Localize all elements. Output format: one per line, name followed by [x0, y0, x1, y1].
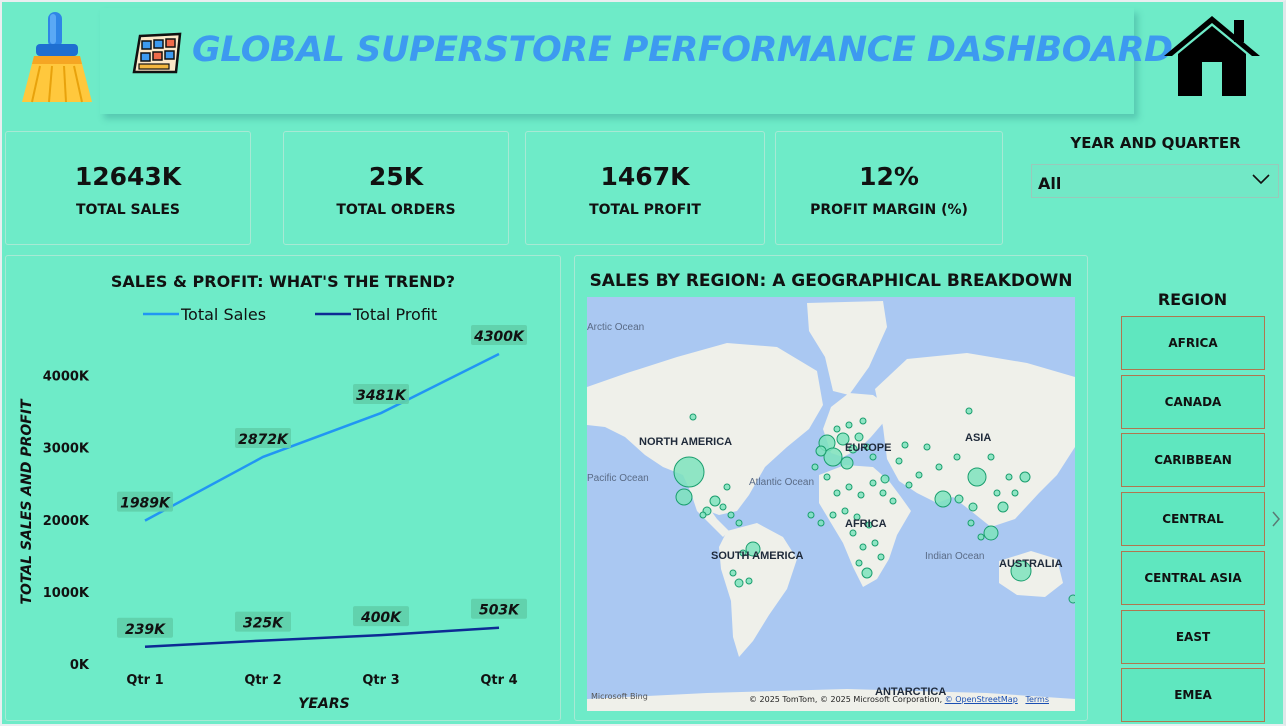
svg-text:SOUTH AMERICA: SOUTH AMERICA: [711, 550, 804, 562]
region-item-caribbean[interactable]: CARIBBEAN: [1121, 433, 1265, 487]
kpi-label: TOTAL PROFIT: [589, 202, 701, 218]
kpi-label: PROFIT MARGIN (%): [810, 202, 968, 218]
trend-line-chart: Total Sales Total Profit 0K 1000K 2000K 3000K…: [19, 305, 527, 712]
data-label: 503K: [479, 603, 520, 619]
osm-link[interactable]: © OpenStreetMap: [944, 695, 1018, 704]
kpi-card-total-sales: 12643K TOTAL SALES: [5, 131, 251, 245]
continent-labels: NORTH AMERICA EUROPE ASIA AFRICA SOUTH A…: [639, 432, 1063, 698]
svg-text:Indian Ocean: Indian Ocean: [925, 551, 985, 562]
region-map-panel: [574, 255, 1088, 721]
kpi-value: 1467K: [600, 162, 690, 191]
data-label: 2872K: [238, 432, 289, 448]
south-america-shape: [719, 523, 797, 657]
attribution-text: © 2025 TomTom, © 2025 Microsoft Corporat…: [748, 695, 943, 704]
map-title: SALES BY REGION: A GEOGRAPHICAL BREAKDOW…: [589, 271, 1073, 291]
x-tick-label: Qtr 4: [480, 673, 517, 688]
terms-link[interactable]: Terms: [1025, 695, 1049, 704]
svg-text:ASIA: ASIA: [965, 432, 991, 444]
world-map: Arctic Ocean Atlantic Ocean Indian Ocean…: [587, 301, 1075, 711]
svg-text:ANTARCTICA: ANTARCTICA: [875, 686, 946, 698]
asia-shape: [875, 353, 1075, 527]
y-tick-label: 1000K: [43, 586, 90, 601]
chevron-right-icon[interactable]: [1270, 508, 1282, 530]
data-label: 4300K: [473, 329, 525, 345]
series-line-total-sales: [144, 352, 500, 522]
antarctica-shape: [587, 689, 1075, 711]
kpi-label: TOTAL SALES: [75, 202, 181, 218]
data-label-bg: [117, 617, 173, 638]
year-quarter-filter-label: YEAR AND QUARTER: [1070, 134, 1241, 152]
data-label-bg: [353, 384, 409, 405]
region-item-canada[interactable]: CANADA: [1121, 375, 1265, 429]
svg-text:Arctic Ocean: Arctic Ocean: [587, 322, 644, 333]
svg-text:EUROPE: EUROPE: [845, 442, 891, 454]
region-item-east[interactable]: EAST: [1121, 610, 1265, 664]
kpi-card-profit-margin: 12% PROFIT MARGIN (%): [775, 131, 1003, 245]
x-tick-label: Qtr 3: [362, 673, 399, 688]
kpi-value: 12%: [859, 162, 919, 191]
home-icon[interactable]: [1160, 12, 1264, 98]
data-label-bg: [117, 491, 173, 512]
region-item-emea[interactable]: EMEA: [1121, 668, 1265, 722]
central-america-shape: [691, 493, 729, 537]
legend-label: Total Profit: [352, 305, 437, 324]
series-line-total-profit: [144, 626, 500, 649]
year-quarter-dropdown[interactable]: All: [1031, 164, 1279, 198]
svg-text:NORTH AMERICA: NORTH AMERICA: [639, 436, 732, 448]
ocean-labels: Arctic Ocean Atlantic Ocean Indian Ocean…: [587, 322, 985, 562]
broom-icon[interactable]: [16, 10, 98, 108]
x-axis-label: YEARS: [298, 696, 349, 712]
kpi-card-total-orders: 25K TOTAL ORDERS: [283, 131, 509, 245]
greenland-shape: [807, 301, 887, 395]
y-tick-label: 2000K: [43, 514, 90, 529]
data-label-bg: [235, 427, 291, 448]
data-label-bg: [471, 325, 527, 345]
north-america-shape: [587, 343, 823, 515]
svg-text:Pacific Ocean: Pacific Ocean: [587, 473, 649, 484]
trend-chart-panel: [5, 255, 561, 721]
map-attribution: © 2025 TomTom, © 2025 Microsoft Corporat…: [749, 695, 1049, 704]
chevron-down-icon: [1252, 174, 1270, 185]
kpi-value: 12643K: [74, 162, 182, 191]
y-tick-label: 3000K: [43, 442, 90, 457]
data-label: 400K: [360, 610, 402, 626]
sales-map[interactable]: Arctic Ocean Atlantic Ocean Indian Ocean…: [587, 297, 1075, 711]
y-tick-label: 4000K: [43, 370, 90, 385]
svg-text:Atlantic Ocean: Atlantic Ocean: [749, 477, 814, 488]
x-tick-label: Qtr 1: [126, 673, 163, 688]
y-tick-label: 0K: [70, 658, 90, 673]
x-tick-label: Qtr 2: [244, 673, 281, 688]
africa-shape: [819, 465, 911, 587]
data-label-bg: [235, 611, 291, 632]
y-axis-label: TOTAL SALES AND PROFIT: [19, 398, 35, 605]
region-item-central-asia[interactable]: CENTRAL ASIA: [1121, 551, 1265, 605]
dropdown-selected-value: All: [1038, 174, 1062, 193]
data-label: 239K: [125, 622, 166, 638]
kpi-value: 25K: [368, 162, 424, 191]
data-label-bg: [471, 598, 527, 619]
bing-logo: Microsoft Bing: [591, 692, 648, 701]
legend-label: Total Sales: [180, 305, 266, 324]
kpi-label: TOTAL ORDERS: [336, 202, 456, 218]
region-slicer-title: REGION: [1157, 290, 1228, 309]
svg-text:AUSTRALIA: AUSTRALIA: [999, 558, 1063, 570]
data-label-bg: [353, 606, 409, 627]
data-label: 1989K: [120, 496, 171, 512]
data-label: 325K: [243, 616, 284, 632]
title-band: [100, 8, 1134, 114]
building-icon: [132, 32, 182, 74]
kpi-card-total-profit: 1467K TOTAL PROFIT: [525, 131, 765, 245]
sales-bubbles[interactable]: [673, 407, 1075, 604]
trend-chart-title: SALES & PROFIT: WHAT'S THE TREND?: [110, 272, 456, 291]
region-item-africa[interactable]: AFRICA: [1121, 316, 1265, 370]
region-item-central[interactable]: CENTRAL: [1121, 492, 1265, 546]
data-label: 3481K: [356, 388, 407, 404]
dashboard-title: GLOBAL SUPERSTORE PERFORMANCE DASHBOARD: [192, 30, 1173, 70]
svg-text:AFRICA: AFRICA: [845, 518, 887, 530]
